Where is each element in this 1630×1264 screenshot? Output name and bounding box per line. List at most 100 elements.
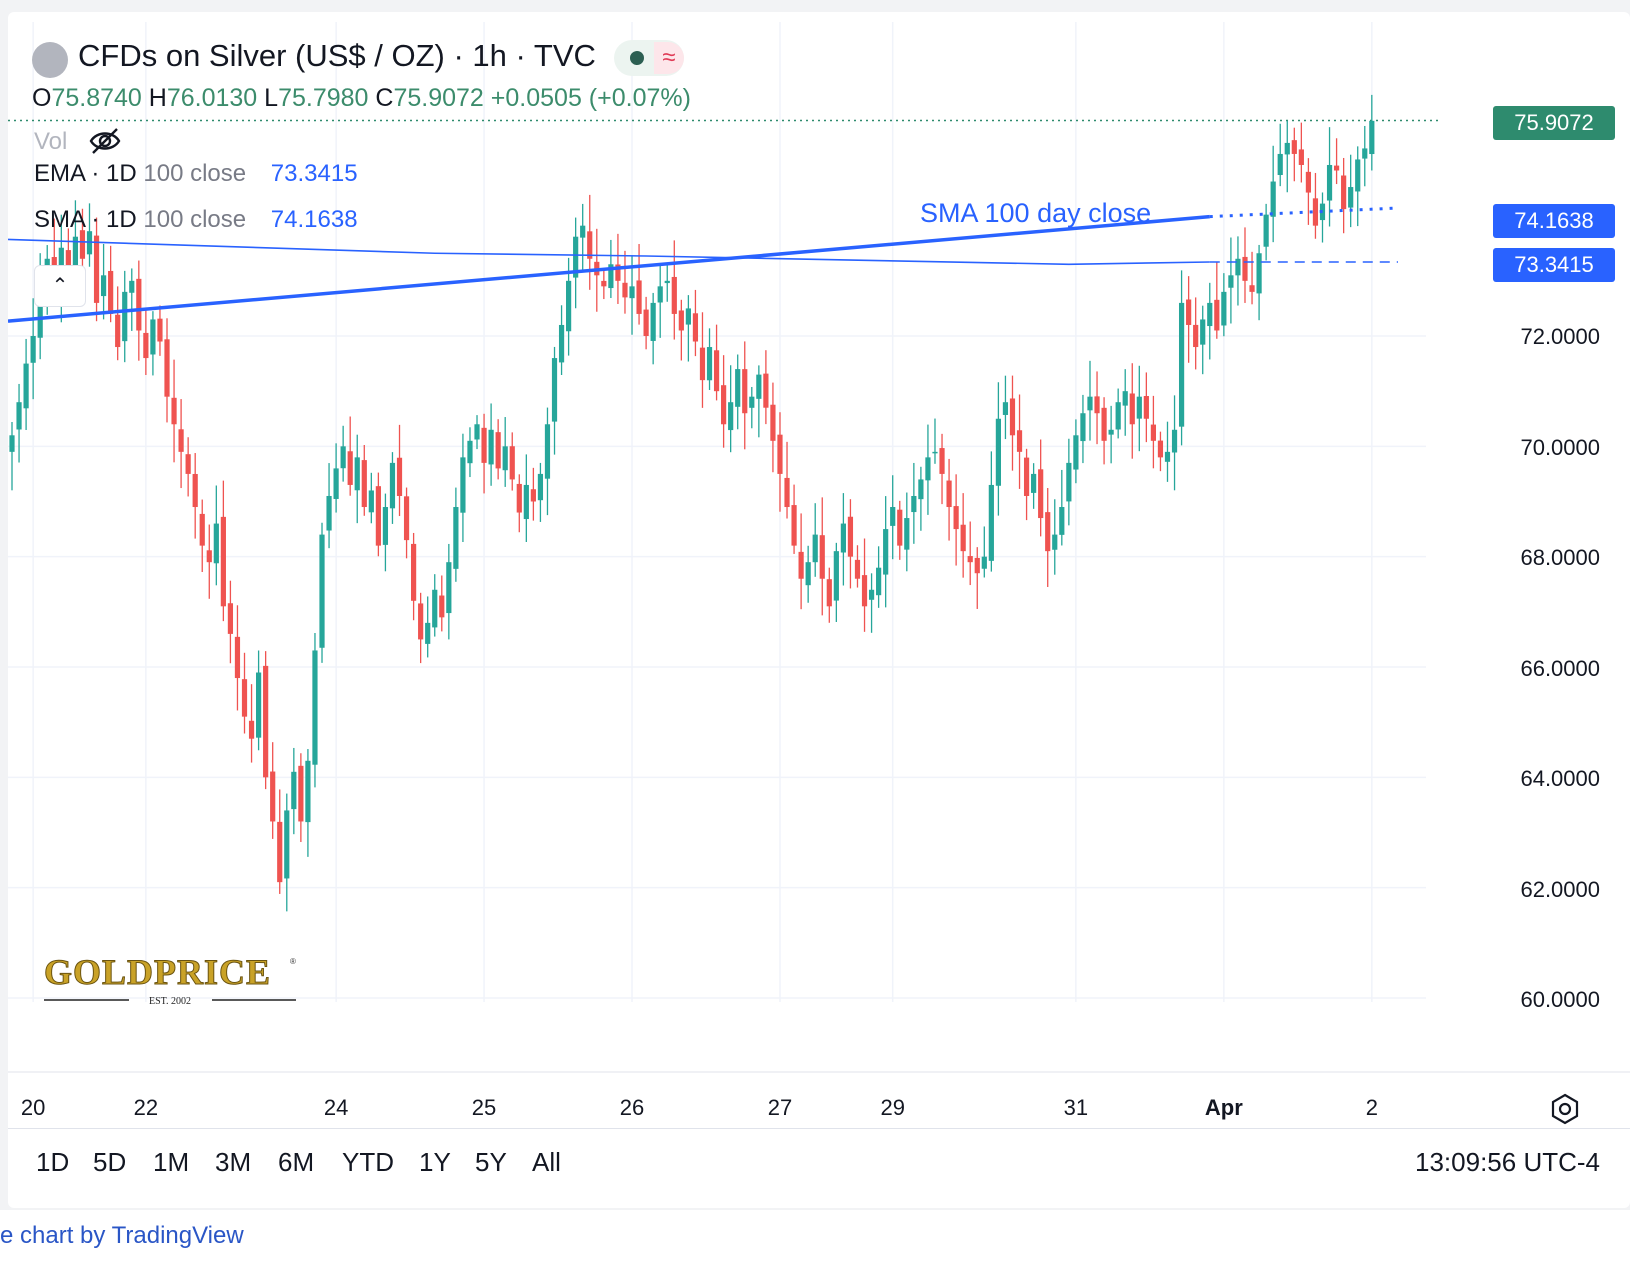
candle xyxy=(1052,499,1058,575)
candle xyxy=(122,270,128,363)
candle-body xyxy=(248,720,255,739)
candle-body xyxy=(537,473,544,501)
collapse-legend-button[interactable]: ⌃ xyxy=(34,265,86,307)
candle xyxy=(171,359,177,463)
candle xyxy=(1150,395,1157,469)
candle xyxy=(439,575,445,632)
candle xyxy=(735,354,741,430)
candle xyxy=(777,412,783,512)
candle xyxy=(319,522,325,663)
candle-body xyxy=(629,286,635,299)
candle xyxy=(199,499,205,573)
range-button-all[interactable]: All xyxy=(532,1147,561,1177)
range-button-6m[interactable]: 6M xyxy=(278,1147,315,1177)
candle-body xyxy=(1221,291,1227,326)
candle xyxy=(1031,463,1037,509)
candle-body xyxy=(368,490,374,513)
candle-body xyxy=(784,477,790,508)
candle xyxy=(1333,138,1340,185)
candle-body xyxy=(143,332,149,359)
candle-body xyxy=(650,302,656,341)
candle xyxy=(375,472,381,557)
range-button-3m[interactable]: 3M xyxy=(215,1147,252,1177)
range-button-1m[interactable]: 1M xyxy=(153,1147,190,1177)
candle xyxy=(551,346,558,455)
candle xyxy=(1186,276,1192,363)
candle xyxy=(904,492,910,572)
moving-averages xyxy=(8,206,1399,323)
candle-body xyxy=(713,350,720,392)
candle-body xyxy=(171,397,177,425)
candle xyxy=(1207,282,1213,360)
hidden-eye-icon[interactable] xyxy=(88,126,122,156)
candle-body xyxy=(446,562,452,614)
candle-body xyxy=(974,557,980,574)
range-button-ytd[interactable]: YTD xyxy=(342,1147,394,1177)
candle-body xyxy=(981,556,987,569)
ema-legend[interactable]: EMA · 1D 100 close 73.3415 xyxy=(34,160,358,188)
candle xyxy=(812,503,818,577)
candle xyxy=(861,538,868,632)
candle-body xyxy=(1045,512,1051,552)
candle-body xyxy=(382,507,389,545)
candle-body xyxy=(354,457,360,491)
candle xyxy=(255,650,262,751)
sma-legend[interactable]: SMA · 1D 100 close 74.1638 xyxy=(34,206,358,234)
candle xyxy=(664,264,670,302)
candle xyxy=(876,546,882,608)
tradingview-attribution-link[interactable]: e chart by TradingView xyxy=(0,1222,244,1249)
candle-body xyxy=(706,347,713,381)
chart-canvas[interactable] xyxy=(8,12,1630,1102)
candle xyxy=(530,467,536,521)
range-button-1d[interactable]: 1D xyxy=(36,1147,70,1177)
candle xyxy=(446,543,452,640)
last-price-tag: 75.9072 xyxy=(1493,106,1615,140)
candle-body xyxy=(16,402,22,430)
candle-body xyxy=(721,385,727,425)
candle xyxy=(382,493,389,572)
candle-body xyxy=(1157,440,1164,458)
candle-body xyxy=(1277,153,1283,176)
candle xyxy=(706,328,713,390)
candle-body xyxy=(890,507,896,526)
candle xyxy=(925,424,931,515)
candle-body xyxy=(361,460,367,508)
candle-body xyxy=(1333,165,1340,171)
candle-body xyxy=(411,543,417,601)
candle-body xyxy=(502,446,508,471)
candle-body xyxy=(1136,396,1142,419)
candle xyxy=(30,298,36,400)
candle-body xyxy=(960,524,966,552)
candle xyxy=(1094,371,1100,445)
sma-price-tag: 74.1638 xyxy=(1493,204,1615,238)
candle-body xyxy=(312,650,318,765)
candle-body xyxy=(791,505,797,546)
ema-params-detail: 100 close xyxy=(143,160,247,187)
candle-body xyxy=(1009,398,1016,436)
candle xyxy=(389,452,396,524)
x-tick-label: 2 xyxy=(1365,1095,1378,1120)
candle xyxy=(580,203,586,270)
candle xyxy=(1312,172,1319,239)
market-status-badge[interactable]: ≈ xyxy=(614,40,684,76)
svg-text:EST. 2002: EST. 2002 xyxy=(149,996,191,1007)
symbol-title[interactable]: CFDs on Silver (US$ / OZ) · 1h · TVC xyxy=(78,38,596,73)
candle xyxy=(1101,397,1107,465)
candle xyxy=(636,244,642,325)
candle-body xyxy=(770,404,776,441)
candle xyxy=(284,793,290,912)
candle xyxy=(129,268,135,331)
market-open-dot-icon xyxy=(630,51,644,65)
clock-timezone[interactable]: 13:09:56 UTC-4 xyxy=(1415,1147,1600,1177)
candle-body xyxy=(1073,435,1079,470)
volume-indicator-label[interactable]: Vol xyxy=(34,128,68,155)
chart-settings-icon[interactable] xyxy=(1548,1092,1582,1126)
candle xyxy=(939,433,945,505)
range-button-5y[interactable]: 5Y xyxy=(475,1147,507,1177)
candle-body xyxy=(298,765,304,822)
candle xyxy=(509,432,515,491)
candle-body xyxy=(1242,256,1248,281)
range-button-1y[interactable]: 1Y xyxy=(419,1147,451,1177)
range-button-5d[interactable]: 5D xyxy=(93,1147,127,1177)
candle xyxy=(1249,251,1255,305)
